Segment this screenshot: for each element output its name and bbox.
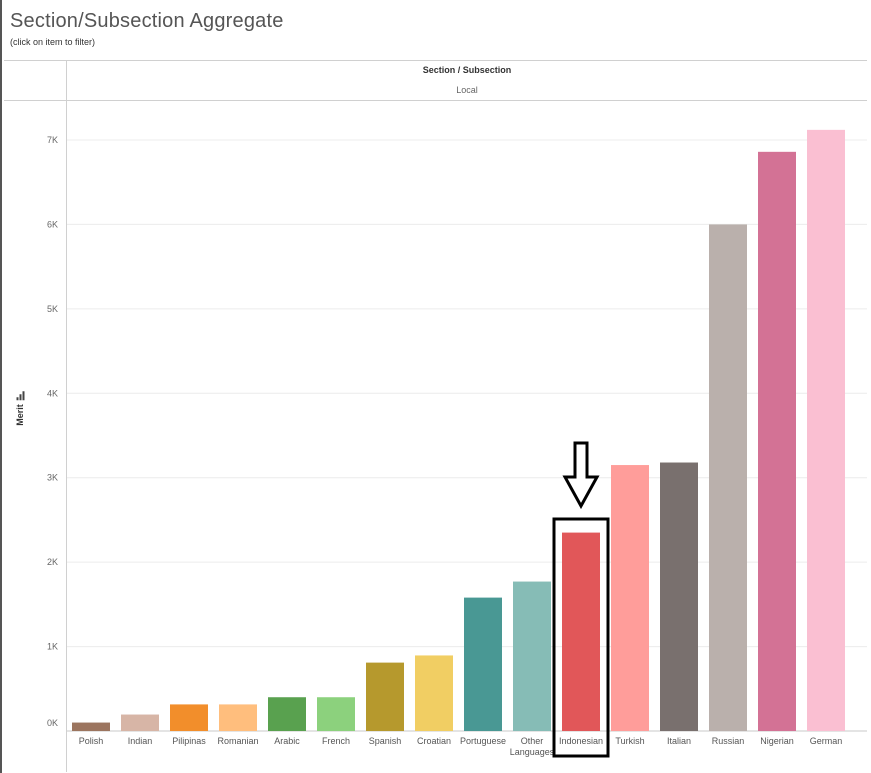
category-labels: Polish Indian Pilipinas Romanian Arabic Frenc…: [79, 736, 843, 757]
category-label[interactable]: Portuguese: [460, 736, 506, 746]
bar-indonesian[interactable]: [562, 532, 600, 731]
category-label[interactable]: Languages: [510, 747, 555, 757]
bar-arabic[interactable]: [268, 697, 306, 731]
header-top-border: [4, 60, 867, 61]
bar-portuguese[interactable]: [464, 597, 502, 731]
down-arrow-icon: [562, 441, 600, 510]
y-tick-labels: 0K 1K 2K 3K 4K 5K 6K 7K: [47, 135, 58, 728]
highlight-annotation: [552, 441, 610, 758]
y-tick-label: 6K: [47, 219, 58, 229]
bar-polish[interactable]: [72, 722, 110, 731]
bar-croatian[interactable]: [415, 655, 453, 731]
category-label[interactable]: French: [322, 736, 350, 746]
bar-french[interactable]: [317, 697, 355, 731]
category-label[interactable]: Turkish: [615, 736, 644, 746]
category-label[interactable]: Italian: [667, 736, 691, 746]
column-header-value[interactable]: Local: [456, 85, 478, 95]
axis-divider: [66, 60, 67, 772]
bar-russian[interactable]: [709, 224, 747, 731]
category-label[interactable]: Polish: [79, 736, 104, 746]
bar-other-languages[interactable]: [513, 581, 551, 731]
y-tick-label: 4K: [47, 388, 58, 398]
bar-turkish[interactable]: [611, 465, 649, 731]
category-label[interactable]: Spanish: [369, 736, 402, 746]
column-header-label: Section / Subsection: [422, 65, 512, 75]
y-tick-label: 3K: [47, 473, 58, 483]
bar-spanish[interactable]: [366, 662, 404, 731]
bar-pilipinas[interactable]: [170, 704, 208, 731]
bar-romanian[interactable]: [219, 704, 257, 731]
category-label[interactable]: Romanian: [217, 736, 258, 746]
window-left-edge: [0, 0, 2, 773]
bar-italian[interactable]: [660, 462, 698, 731]
page-subtitle: (click on item to filter): [10, 37, 96, 47]
y-tick-label: 5K: [47, 304, 58, 314]
bar-nigerian[interactable]: [758, 151, 796, 731]
highlight-box: [552, 517, 610, 758]
category-label[interactable]: Pilipinas: [172, 736, 206, 746]
category-label[interactable]: Russian: [712, 736, 745, 746]
category-label[interactable]: German: [810, 736, 843, 746]
y-tick-label: 2K: [47, 557, 58, 567]
y-tick-label: 7K: [47, 135, 58, 145]
category-label[interactable]: Indonesian: [559, 736, 603, 746]
category-label[interactable]: Nigerian: [760, 736, 794, 746]
bar-indian[interactable]: [121, 714, 159, 731]
category-label[interactable]: Arabic: [274, 736, 300, 746]
category-label[interactable]: Other: [521, 736, 544, 746]
page-title: Section/Subsection Aggregate: [10, 10, 284, 32]
y-tick-label: 0K: [47, 718, 58, 728]
header-bottom-border: [4, 100, 867, 101]
category-label[interactable]: Croatian: [417, 736, 451, 746]
y-tick-label: 1K: [47, 642, 58, 652]
bars: [72, 129, 845, 731]
category-label[interactable]: Indian: [128, 736, 153, 746]
bar-german[interactable]: [807, 129, 845, 731]
